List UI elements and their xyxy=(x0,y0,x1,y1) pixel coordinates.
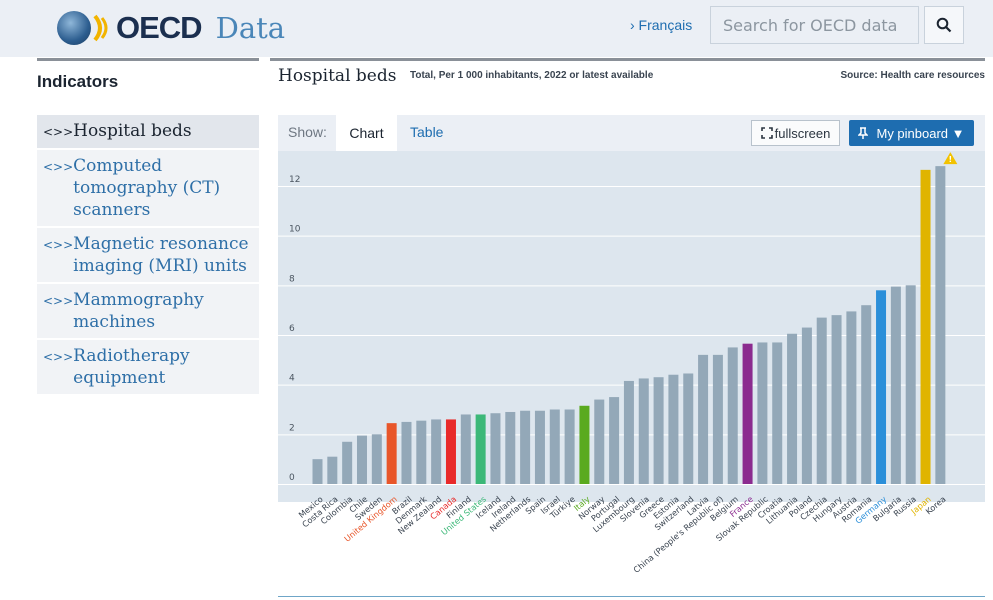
chart-plot-area xyxy=(278,151,985,502)
source-link[interactable]: Source: Health care resources xyxy=(840,70,985,81)
double-chevron-icon: <>> xyxy=(43,350,74,364)
double-chevron-icon: <>> xyxy=(43,160,74,174)
double-chevron-icon: <>> xyxy=(43,125,74,139)
sidebar-rule xyxy=(37,58,259,61)
oecd-logo[interactable]: OECD Data xyxy=(57,10,285,46)
view-toolbar: Show: Chart Table fullscreen My pinboard… xyxy=(278,115,985,151)
double-chevron-icon: <>> xyxy=(43,238,74,252)
chart-title: Hospital beds xyxy=(278,66,397,86)
search-input[interactable]: Search for OECD data xyxy=(710,6,919,44)
logo-sub: Data xyxy=(215,11,286,45)
indicator-label: Radiotherapy equipment xyxy=(73,346,190,388)
fullscreen-button[interactable]: fullscreen xyxy=(751,120,840,146)
indicator-ct-scanners[interactable]: <>> Computed tomography (CT) scanners xyxy=(37,150,259,226)
search-button[interactable] xyxy=(924,6,964,44)
indicator-radiotherapy[interactable]: <>> Radiotherapy equipment xyxy=(37,340,259,394)
chart-bottom-rule xyxy=(278,596,985,597)
pinboard-label: My pinboard ▼ xyxy=(876,125,965,141)
fullscreen-label: fullscreen xyxy=(774,125,831,141)
globe-icon xyxy=(57,11,91,45)
indicator-hospital-beds[interactable]: <>> Hospital beds xyxy=(37,115,259,148)
indicator-mri-units[interactable]: <>> Magnetic resonance imaging (MRI) uni… xyxy=(37,228,259,282)
search-icon xyxy=(936,17,952,33)
language-link[interactable]: › Français xyxy=(630,17,693,33)
x-tick-label: China (People's Republic of) xyxy=(631,494,725,575)
chart-subtitle: Total, Per 1 000 inhabitants, 2022 or la… xyxy=(410,70,654,81)
indicator-label: Magnetic resonance imaging (MRI) units xyxy=(73,234,249,276)
double-chevron-icon: <>> xyxy=(43,294,74,308)
pin-icon xyxy=(858,127,869,139)
tab-chart[interactable]: Chart xyxy=(336,115,397,151)
indicators-heading: Indicators xyxy=(37,72,119,91)
indicator-list: <>> Hospital beds <>> Computed tomograph… xyxy=(37,115,259,396)
expand-icon xyxy=(760,127,773,139)
tab-table[interactable]: Table xyxy=(410,124,444,140)
pinboard-button[interactable]: My pinboard ▼ xyxy=(849,120,974,146)
logo-text: OECD xyxy=(116,10,203,45)
indicator-label: Mammography machines xyxy=(73,290,204,332)
main-rule xyxy=(270,58,985,61)
logo-arcs-icon xyxy=(93,14,108,42)
indicator-label: Hospital beds xyxy=(73,121,192,141)
indicator-mammography[interactable]: <>> Mammography machines xyxy=(37,284,259,338)
indicator-label: Computed tomography (CT) scanners xyxy=(73,156,221,220)
show-label: Show: xyxy=(288,124,327,140)
